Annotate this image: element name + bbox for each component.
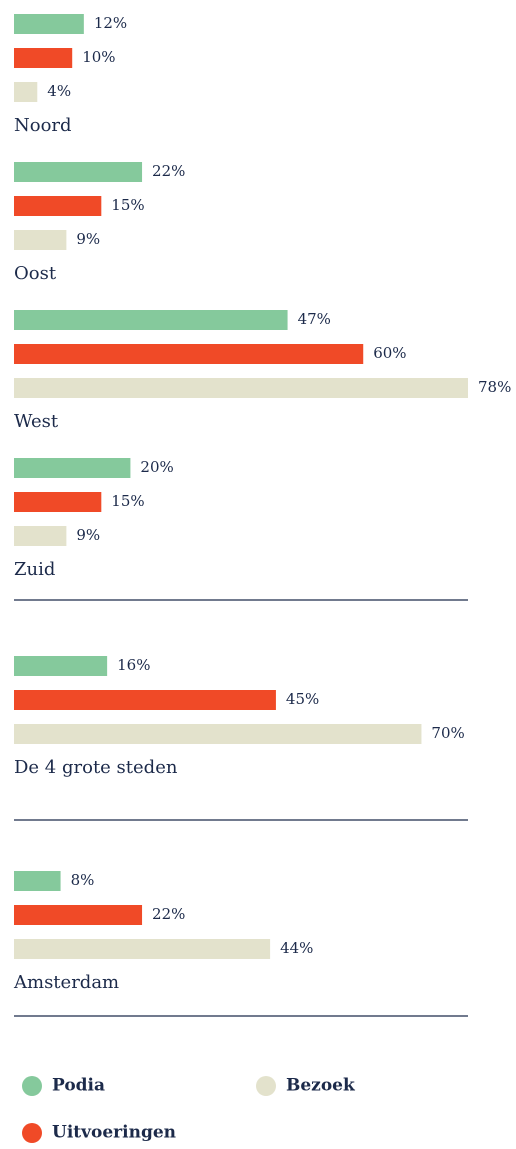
category-label: De 4 grote steden (14, 757, 178, 778)
value-label: 15% (111, 196, 144, 214)
bar (14, 656, 108, 676)
legend-swatch (256, 1076, 276, 1096)
bar (14, 724, 422, 744)
category-label: Oost (14, 263, 57, 284)
value-label: 22% (152, 905, 185, 923)
value-label: 9% (76, 526, 100, 544)
bar (14, 458, 131, 478)
bar (14, 14, 84, 34)
bar (14, 344, 364, 364)
value-label: 12% (94, 14, 127, 32)
value-label: 16% (117, 656, 150, 674)
value-label: 70% (431, 724, 464, 742)
bar (14, 310, 288, 330)
bar (14, 690, 276, 710)
bar (14, 230, 67, 250)
bar (14, 378, 468, 398)
bar (14, 905, 143, 925)
value-label: 22% (152, 162, 185, 180)
category-label: Noord (14, 115, 72, 136)
value-label: 15% (111, 492, 144, 510)
legend-label: Podia (52, 1076, 105, 1096)
category-label: Zuid (14, 559, 55, 580)
category-label: Amsterdam (13, 972, 119, 993)
category-label: West (14, 411, 59, 432)
value-label: 9% (76, 230, 100, 248)
value-label: 47% (298, 310, 331, 328)
value-label: 60% (373, 344, 406, 362)
bar (14, 196, 102, 216)
bar (14, 526, 67, 546)
bar (14, 492, 102, 512)
bar (14, 48, 73, 68)
legend-swatch (22, 1123, 42, 1143)
bar (14, 162, 143, 182)
legend-label: Uitvoeringen (52, 1123, 176, 1143)
value-label: 44% (280, 939, 313, 957)
value-label: 4% (47, 82, 71, 100)
bar (14, 939, 271, 959)
value-label: 45% (286, 690, 319, 708)
value-label: 20% (140, 458, 173, 476)
value-label: 8% (71, 871, 95, 889)
value-label: 78% (478, 378, 511, 396)
legend-label: Bezoek (286, 1076, 356, 1096)
bar (14, 82, 38, 102)
value-label: 10% (82, 48, 115, 66)
legend-swatch (22, 1076, 42, 1096)
bar (14, 871, 61, 891)
